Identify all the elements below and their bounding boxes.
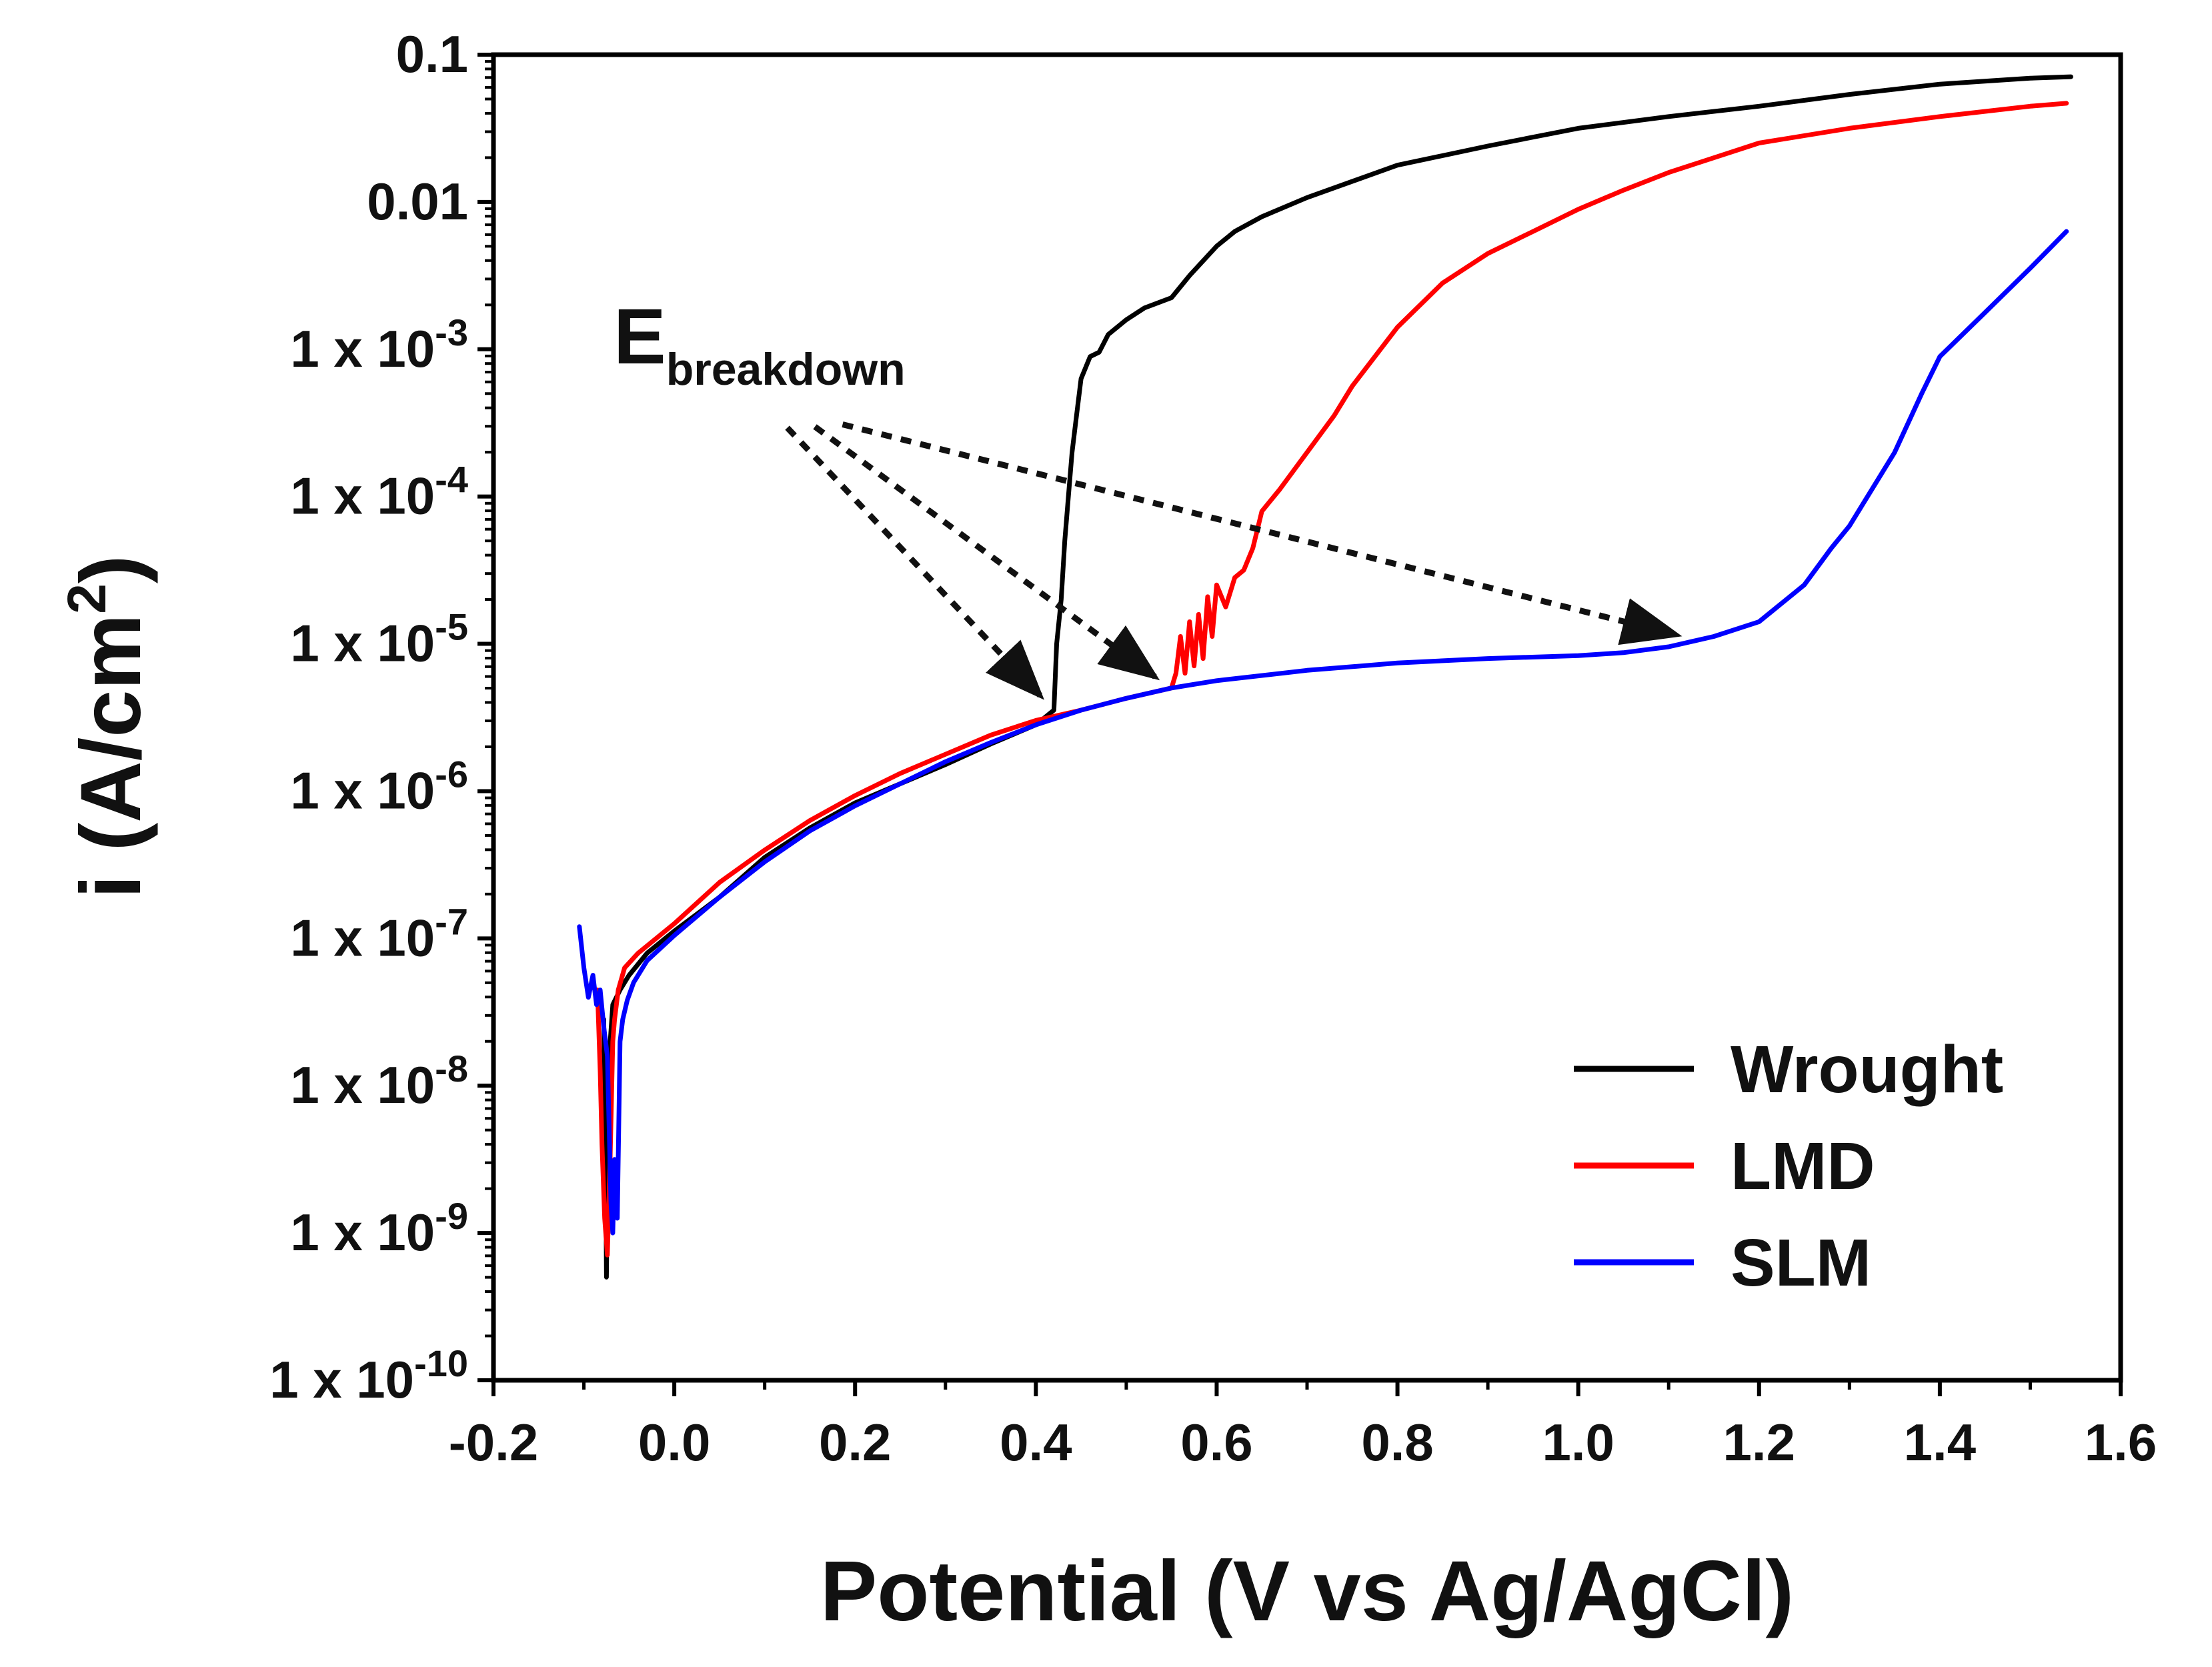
x-tick-label: 0.0 (638, 1413, 710, 1472)
x-tick-label: 0.6 (1180, 1413, 1252, 1472)
x-tick-label: 1.2 (1723, 1413, 1795, 1472)
y-tick-label: 1 x 10-3 (290, 311, 468, 378)
y-tick-label-base: 1 x 10 (290, 761, 435, 819)
y-tick-label-exponent: -3 (435, 311, 468, 353)
y-tick-label-base: 1 x 10 (290, 908, 435, 967)
y-tick-label-base: 1 x 10 (290, 319, 435, 378)
y-tick-label: 0.1 (396, 25, 468, 83)
y-tick-label: 1 x 10-4 (290, 459, 468, 525)
plot-frame (491, 52, 2123, 1383)
y-tick-label-exponent: -4 (435, 459, 468, 501)
legend: Wrought LMD SLM (1574, 1032, 2003, 1300)
y-tick-label: 1 x 10-6 (290, 753, 468, 819)
series-line-wrought (601, 74, 2073, 1280)
series-line-lmd (595, 101, 2069, 1258)
y-tick-label-exponent: -8 (435, 1048, 468, 1090)
breakdown-annotation-sub: breakdown (666, 344, 906, 395)
x-tick-label: 1.6 (2085, 1413, 2157, 1472)
y-tick-label-exponent: -10 (414, 1342, 468, 1384)
y-tick-label-exponent: -6 (435, 753, 468, 795)
x-tick-label: 0.8 (1361, 1413, 1433, 1472)
y-tick-label-base: 1 x 10 (290, 467, 435, 525)
breakdown-arrow (813, 424, 1160, 681)
legend-label-slm: SLM (1731, 1226, 1871, 1300)
series-layer (577, 74, 2073, 1280)
x-tick-label: 0.4 (1000, 1413, 1072, 1472)
x-tick-label: -0.2 (449, 1413, 538, 1472)
x-tick-label: 0.2 (819, 1413, 891, 1472)
y-tick-label: 1 x 10-10 (269, 1342, 468, 1409)
legend-label-lmd: LMD (1731, 1129, 1875, 1204)
x-tick-label: 1.0 (1542, 1413, 1614, 1472)
y-tick-label: 1 x 10-8 (290, 1048, 468, 1114)
y-axis-title-sup: 2 (57, 583, 117, 614)
x-tick-label: 1.4 (1904, 1413, 1976, 1472)
y-tick-label: 1 x 10-5 (290, 606, 468, 673)
y-tick-label: 1 x 10-9 (290, 1195, 468, 1262)
y-tick-label: 0.01 (367, 172, 468, 231)
y-tick-label-exponent: -7 (435, 900, 468, 942)
tick-label-layer: -0.2 0.0 0.2 0.4 0.6 0.8 1.0 1.2 1.4 1.6 0.1 0.01 1 … (269, 25, 2157, 1472)
y-tick-label-base: 1 x 10 (269, 1350, 414, 1409)
series-line-slm (577, 229, 2069, 1236)
y-tick-label-exponent: -9 (435, 1195, 468, 1237)
y-tick-label: 1 x 10-7 (290, 900, 468, 967)
legend-label-wrought: Wrought (1731, 1032, 2003, 1107)
y-tick-label-base: 1 x 10 (290, 1056, 435, 1114)
breakdown-annotation-base: E (614, 293, 666, 381)
y-axis-title-main: i (A/cm (63, 614, 159, 899)
breakdown-annotation-label: Ebreakdown (614, 293, 906, 395)
y-tick-label-base: 1 x 10 (290, 1203, 435, 1262)
y-axis-title-close: ) (63, 555, 159, 584)
breakdown-arrow (842, 421, 1683, 645)
x-axis-title: Potential (V vs Ag/AgCl) (820, 1544, 1794, 1639)
annotation-layer (785, 421, 1683, 700)
breakdown-arrow (785, 425, 1044, 700)
y-tick-label-exponent: -5 (435, 606, 468, 648)
y-tick-label-base: 1 x 10 (290, 614, 435, 673)
y-axis-title: i (A/cm2) (57, 555, 159, 899)
